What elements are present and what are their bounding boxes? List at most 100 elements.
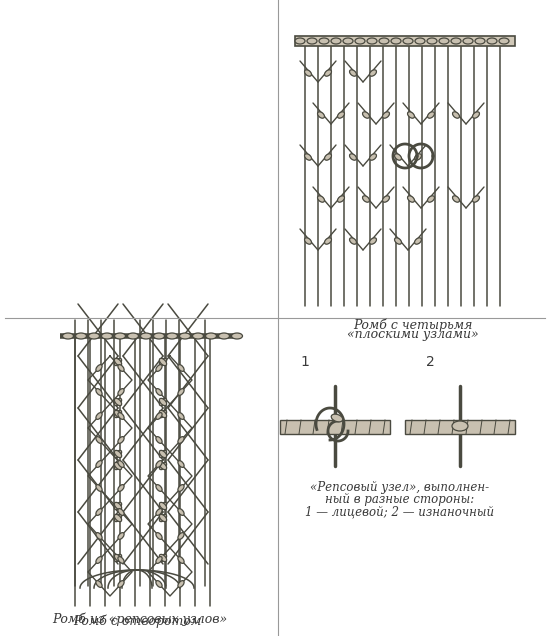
Ellipse shape: [114, 358, 122, 366]
Ellipse shape: [295, 38, 305, 44]
Ellipse shape: [427, 196, 435, 202]
Ellipse shape: [114, 398, 122, 406]
Ellipse shape: [160, 502, 167, 509]
Ellipse shape: [178, 532, 184, 539]
Ellipse shape: [178, 364, 184, 371]
Ellipse shape: [453, 196, 459, 202]
Ellipse shape: [96, 364, 102, 371]
Ellipse shape: [160, 555, 167, 562]
Ellipse shape: [367, 38, 377, 44]
Ellipse shape: [118, 509, 124, 515]
Ellipse shape: [114, 515, 122, 522]
Ellipse shape: [475, 38, 485, 44]
Ellipse shape: [362, 112, 370, 118]
Ellipse shape: [415, 238, 421, 244]
Ellipse shape: [114, 450, 122, 458]
Text: 1 — лицевой; 2 — изнаночный: 1 — лицевой; 2 — изнаночный: [305, 505, 494, 518]
Ellipse shape: [178, 413, 184, 419]
Ellipse shape: [160, 398, 167, 406]
Ellipse shape: [160, 462, 167, 469]
Ellipse shape: [324, 238, 332, 244]
Ellipse shape: [114, 555, 122, 562]
Ellipse shape: [160, 462, 167, 469]
Ellipse shape: [178, 485, 184, 492]
Ellipse shape: [153, 333, 164, 339]
Ellipse shape: [192, 333, 204, 339]
Ellipse shape: [415, 38, 425, 44]
Ellipse shape: [140, 333, 151, 339]
Ellipse shape: [156, 436, 162, 443]
Ellipse shape: [403, 38, 413, 44]
Ellipse shape: [305, 154, 311, 160]
Ellipse shape: [305, 70, 311, 76]
Ellipse shape: [370, 70, 376, 76]
Ellipse shape: [160, 398, 167, 406]
Ellipse shape: [179, 333, 190, 339]
Ellipse shape: [343, 38, 353, 44]
Ellipse shape: [160, 410, 167, 418]
Ellipse shape: [75, 333, 86, 339]
Ellipse shape: [206, 333, 217, 339]
Ellipse shape: [362, 196, 370, 202]
Ellipse shape: [118, 413, 124, 419]
Ellipse shape: [379, 38, 389, 44]
Ellipse shape: [178, 389, 184, 396]
Ellipse shape: [499, 38, 509, 44]
Ellipse shape: [156, 364, 162, 371]
Ellipse shape: [118, 436, 124, 443]
Ellipse shape: [96, 485, 102, 492]
Ellipse shape: [114, 502, 122, 509]
Ellipse shape: [232, 333, 243, 339]
Ellipse shape: [391, 38, 401, 44]
Ellipse shape: [451, 38, 461, 44]
Ellipse shape: [102, 333, 113, 339]
Ellipse shape: [160, 358, 167, 366]
Text: 2: 2: [426, 355, 434, 369]
Ellipse shape: [160, 555, 167, 562]
Ellipse shape: [160, 450, 167, 458]
Ellipse shape: [383, 196, 389, 202]
Ellipse shape: [156, 532, 162, 539]
Ellipse shape: [118, 556, 124, 563]
Ellipse shape: [355, 38, 365, 44]
Ellipse shape: [453, 112, 459, 118]
Ellipse shape: [452, 421, 468, 431]
Ellipse shape: [324, 70, 332, 76]
Ellipse shape: [114, 410, 122, 418]
Ellipse shape: [338, 196, 344, 202]
Ellipse shape: [96, 556, 102, 563]
Ellipse shape: [160, 502, 167, 509]
Ellipse shape: [114, 462, 122, 469]
Ellipse shape: [472, 112, 480, 118]
Ellipse shape: [63, 333, 74, 339]
Ellipse shape: [160, 515, 167, 522]
Ellipse shape: [114, 502, 122, 509]
Ellipse shape: [118, 364, 124, 371]
Ellipse shape: [118, 389, 124, 396]
Ellipse shape: [472, 196, 480, 202]
Ellipse shape: [394, 154, 402, 160]
Ellipse shape: [307, 38, 317, 44]
Ellipse shape: [439, 38, 449, 44]
Ellipse shape: [178, 436, 184, 443]
Ellipse shape: [114, 515, 122, 522]
Ellipse shape: [350, 154, 356, 160]
Ellipse shape: [319, 38, 329, 44]
Ellipse shape: [350, 238, 356, 244]
Ellipse shape: [218, 333, 229, 339]
Ellipse shape: [178, 581, 184, 588]
Ellipse shape: [338, 112, 344, 118]
Ellipse shape: [331, 38, 341, 44]
Ellipse shape: [156, 581, 162, 588]
Ellipse shape: [156, 460, 162, 467]
Ellipse shape: [156, 413, 162, 419]
Ellipse shape: [96, 581, 102, 588]
FancyBboxPatch shape: [295, 36, 515, 46]
Ellipse shape: [427, 112, 435, 118]
Ellipse shape: [383, 112, 389, 118]
Ellipse shape: [167, 333, 178, 339]
FancyBboxPatch shape: [280, 420, 390, 434]
Ellipse shape: [156, 389, 162, 396]
Ellipse shape: [114, 358, 122, 366]
Ellipse shape: [128, 333, 139, 339]
